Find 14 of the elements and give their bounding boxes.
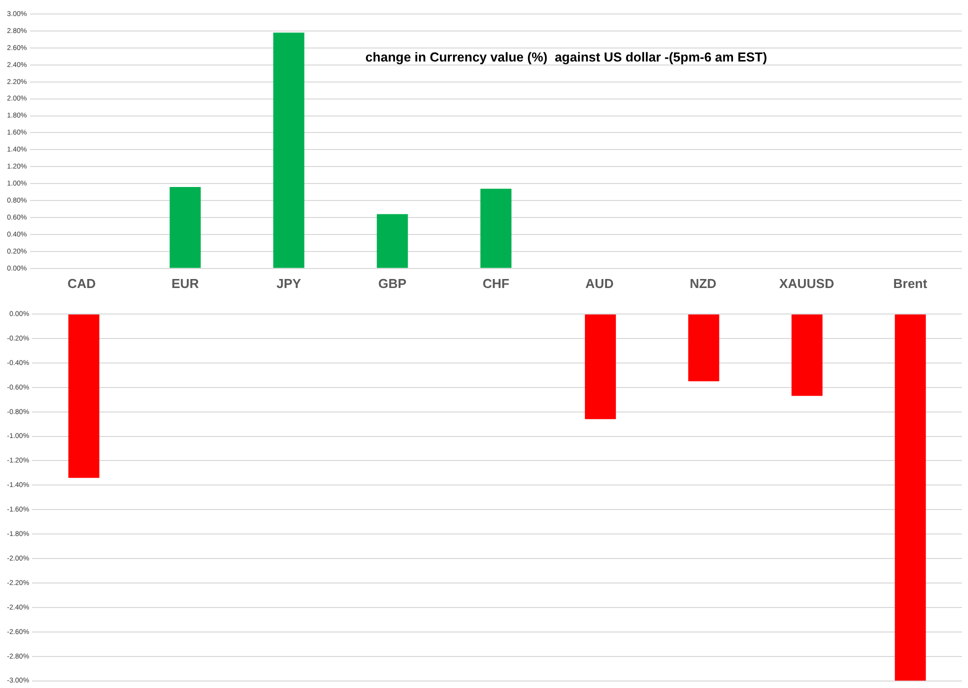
text: change in Currency value (%) against US dollar -(5pm-6 am EST) [365, 50, 768, 65]
x-tick-label: CAD [68, 276, 96, 291]
x-tick-label: NZD [690, 276, 716, 291]
bar [273, 32, 304, 268]
x-tick-label: GBP [378, 276, 407, 291]
x-tick-label: CHF [482, 276, 510, 291]
bar [170, 186, 201, 268]
x-tick-label: JPY [276, 276, 302, 291]
x-tick-label: XAUUSD [779, 276, 834, 291]
x-tick-label: AUD [585, 276, 614, 291]
bar [376, 214, 408, 268]
bar [480, 188, 512, 268]
x-tick-label: Brent [893, 276, 928, 291]
x-tick-label: EUR [171, 276, 200, 291]
